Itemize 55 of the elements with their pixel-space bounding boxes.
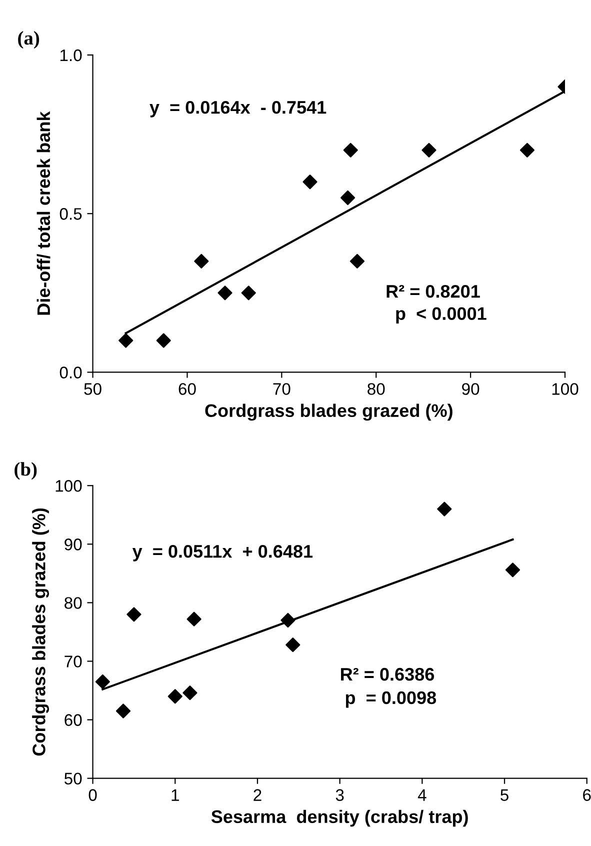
x-tick-label: 5 — [500, 789, 508, 801]
point — [350, 254, 365, 268]
point — [241, 286, 256, 300]
point — [168, 689, 182, 704]
point — [437, 502, 452, 516]
point — [340, 190, 356, 206]
point — [505, 562, 520, 578]
x-tick-label: 100 — [552, 383, 578, 395]
point — [126, 607, 142, 622]
point — [182, 686, 198, 700]
y-tick-label: 1.0 — [60, 49, 82, 62]
point — [156, 333, 171, 348]
y-tick-label: 0.5 — [60, 208, 82, 220]
chart-title: (b) — [14, 462, 37, 480]
point — [343, 142, 358, 158]
point — [302, 174, 318, 190]
x-tick-label: 2 — [254, 789, 262, 801]
x-tick-label: 1 — [172, 789, 179, 801]
annotation: R² = 0.8201 — [386, 284, 480, 298]
point — [218, 286, 232, 300]
point — [280, 612, 296, 628]
annotation: y = 0.0511x + 0.6481 — [132, 544, 313, 562]
x-tick-label: 90 — [462, 383, 480, 395]
point — [116, 704, 131, 718]
x-tick-label: 0 — [88, 789, 97, 801]
x-tick-label: 6 — [583, 789, 591, 801]
point — [118, 333, 134, 348]
x-tick-label: 50 — [84, 383, 102, 395]
point — [95, 674, 110, 690]
x-axis-title: Sesarma density (crabs/ trap) — [211, 810, 468, 827]
annotation: p < 0.0001 — [396, 307, 486, 324]
x-tick-label: 80 — [368, 383, 385, 395]
y-tick-label: 50 — [64, 772, 82, 785]
point — [286, 638, 300, 652]
point — [194, 254, 209, 268]
y-tick-label: 80 — [64, 597, 82, 609]
y-tick-label: 90 — [64, 538, 82, 550]
y-axis-title: Die-off/ total creek bank — [36, 111, 50, 315]
annotation: R² = 0.6386 — [341, 668, 434, 681]
point — [520, 142, 535, 158]
x-tick-label: 60 — [178, 383, 196, 395]
x-tick-label: 3 — [336, 789, 344, 801]
y-tick-label: 70 — [64, 656, 82, 668]
point — [422, 142, 436, 158]
y-tick-label: 60 — [64, 714, 82, 726]
x-axis-title: Cordgrass blades grazed (%) — [205, 404, 452, 421]
y-axis-title: Cordgrass blades grazed (%) — [32, 508, 50, 756]
x-tick-label: 4 — [418, 789, 426, 801]
point — [186, 612, 202, 626]
y-tick-label: 100 — [56, 480, 82, 492]
y-tick-label: 0.0 — [60, 366, 82, 378]
chart-title: (a) — [18, 31, 40, 49]
annotation: y = 0.0164x - 0.7541 — [150, 100, 326, 118]
x-tick-label: 70 — [273, 383, 290, 395]
annotation: p = 0.0098 — [346, 691, 436, 708]
